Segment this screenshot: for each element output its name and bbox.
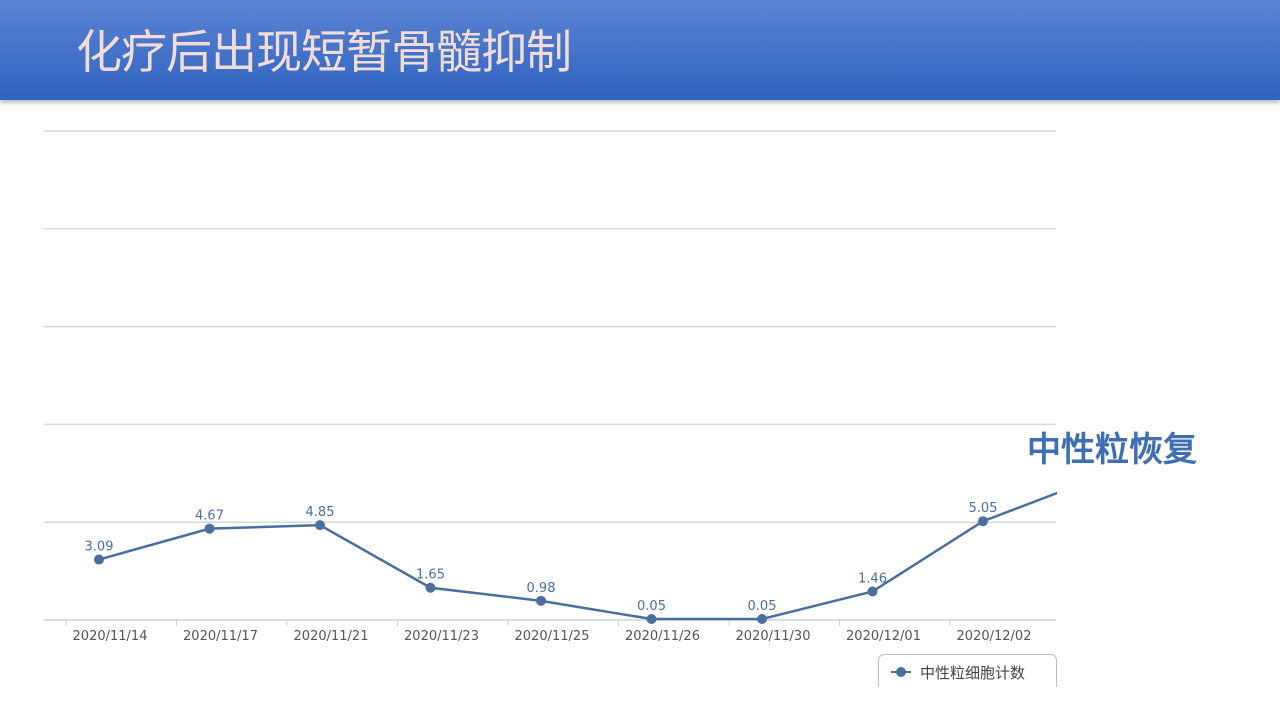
slide-header: 化疗后出现短暂骨髓抑制 — [0, 0, 1280, 100]
chart-x-ticks: 2020/11/14 2020/11/17 2020/11/21 2020/11/23… — [65, 620, 1142, 644]
legend-series-label: 中性粒细胞计数 — [920, 664, 1026, 682]
chart-value-labels: 3.09 4.67 4.85 1.65 0.98 0.05 0.05 1.46 5.05 — [85, 501, 998, 614]
x-tick-label: 2020/11/23 — [404, 629, 479, 644]
data-label: 0.05 — [748, 599, 777, 614]
x-tick-label: 2020/11/30 — [736, 629, 811, 644]
chart-gridlines — [44, 130, 1056, 621]
chart-legend: 中性粒细胞计数 — [878, 654, 1057, 687]
data-point — [204, 523, 215, 534]
recovery-annotation: 中性粒恢复 — [1027, 430, 1197, 470]
x-tick-label: 2020/11/26 — [625, 629, 700, 644]
data-label: 0.98 — [527, 581, 556, 596]
data-point — [425, 582, 436, 593]
x-tick-label: 2020/11/25 — [515, 629, 590, 644]
series-line — [98, 491, 1057, 621]
legend-series-marker — [891, 667, 911, 677]
x-tick-label: 2020/12/01 — [846, 629, 921, 644]
x-tick-label: 2020/11/17 — [183, 629, 258, 644]
data-point — [978, 516, 988, 527]
data-label: 0.05 — [637, 599, 666, 614]
data-label: 1.46 — [858, 571, 887, 586]
data-point — [536, 595, 546, 606]
data-label: 4.67 — [195, 509, 224, 524]
data-point — [94, 554, 104, 565]
x-tick-label: 2020/11/14 — [73, 629, 148, 644]
data-point — [1089, 474, 1099, 484]
data-point — [315, 520, 325, 531]
data-label: 1.65 — [416, 568, 445, 583]
data-point — [757, 614, 767, 625]
x-tick-label: 2020/12/02 — [957, 629, 1032, 644]
data-label: 4.85 — [306, 505, 335, 520]
slide-title: 化疗后出现短暂骨髓抑制 — [76, 25, 572, 79]
x-tick-label: 2020/11/21 — [294, 629, 369, 644]
x-tick-label: 2020/12/03 — [1067, 629, 1142, 644]
data-label: 5.05 — [969, 501, 998, 516]
data-label: 3.09 — [85, 540, 114, 555]
data-point — [646, 614, 657, 625]
chart-series — [94, 474, 1099, 625]
data-point — [867, 586, 878, 597]
